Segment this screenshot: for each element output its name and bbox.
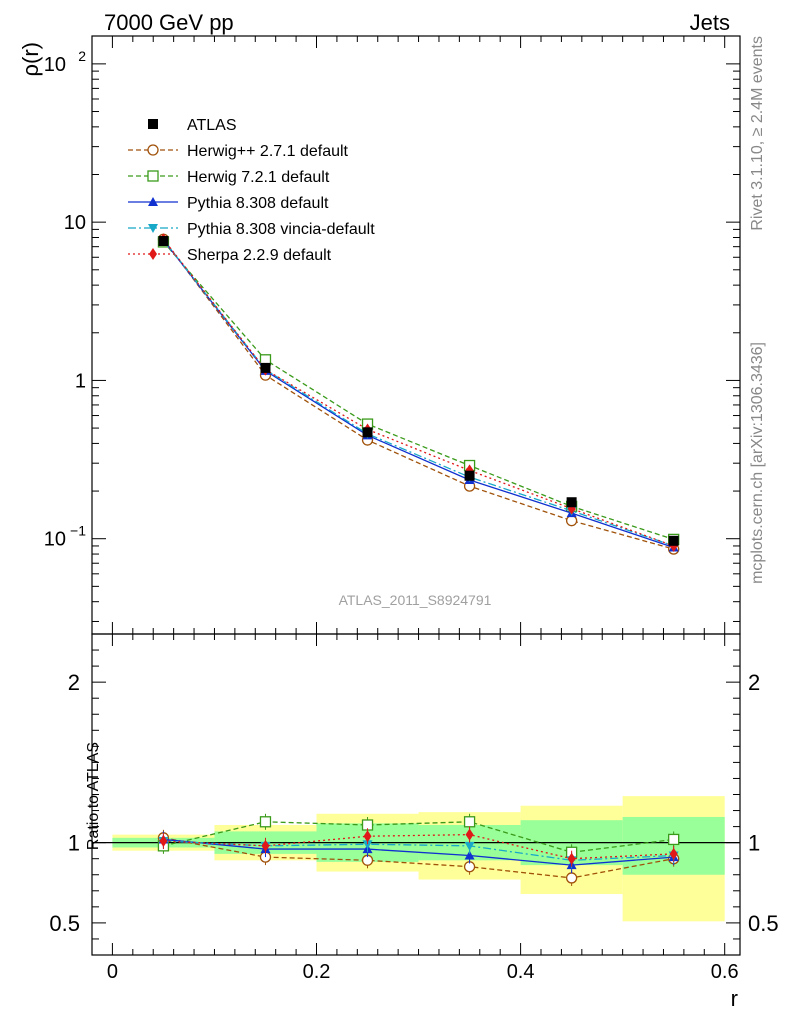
x-tick-label-2: 0.4: [507, 961, 535, 983]
mcplots-label: mcplots.cern.ch [arXiv:1306.3436]: [749, 342, 766, 584]
ratio-point-s0-4: [565, 872, 578, 884]
legend-label-1: Herwig++ 2.7.1 default: [187, 143, 349, 160]
ratio-y-tick-label-left-2: 2: [68, 670, 80, 695]
legend-label-3: Pythia 8.308 default: [187, 195, 329, 212]
ratio-line-series-4: [163, 833, 674, 860]
ratio-point-s4-1: [261, 839, 270, 852]
ratio-point-s3-3: [464, 841, 475, 851]
header-right-label: Jets: [690, 10, 730, 35]
main-y-axis-label: ρ(r): [18, 42, 43, 77]
legend-marker-2: [147, 170, 159, 182]
ratio-series-group: [157, 813, 680, 886]
ratio-line-series-1: [163, 821, 674, 853]
legend-marker-4: [148, 224, 158, 233]
main-line-series-4: [162, 238, 674, 547]
atlas-point-0: [158, 236, 169, 247]
main-series-group: [157, 233, 680, 555]
x-axis-label: r: [731, 986, 738, 1011]
main-y-tick-label-2: 10: [64, 212, 86, 234]
ratio-point-s4-4: [567, 852, 576, 865]
ratio-uncertainty-bands: [112, 796, 725, 922]
ratio-y-tick-label-left-1: 1: [68, 831, 80, 856]
analysis-watermark: ATLAS_2011_S8924791: [339, 592, 492, 608]
main-line-series-1: [162, 241, 674, 541]
ratio-y-axis-label: Ratio to ATLAS: [85, 742, 102, 850]
legend: ATLAS Herwig++ 2.7.1 default Herwig 7.2.1 …: [128, 117, 375, 264]
legend-label-0: ATLAS: [187, 117, 237, 134]
ratio-point-s4-5: [669, 847, 678, 860]
ratio-point-s2-3: [464, 850, 475, 860]
main-line-series-0: [162, 238, 674, 550]
ratio-y-tick-label-left-0: 0.5: [49, 911, 80, 936]
legend-label-2: Herwig 7.2.1 default: [187, 169, 330, 186]
atlas-point-5: [668, 535, 679, 546]
ratio-y-tick-label-right-0: 0.5: [748, 911, 779, 936]
ratio-point-s4-3: [465, 828, 474, 841]
main-y-tick-label-1: 1: [75, 370, 86, 392]
ratio-point-s3-2: [362, 840, 373, 850]
main-point-s0-4: [565, 515, 578, 527]
legend-marker-5: [149, 248, 157, 260]
main-line-series-2: [162, 239, 674, 549]
atlas-point-3: [464, 470, 475, 481]
ratio-point-s1-1: [259, 816, 272, 828]
ratio-point-s1-3: [463, 816, 476, 828]
main-y-tick-exp-0: −1: [70, 523, 86, 539]
main-y-tick-exp-3: 2: [78, 48, 86, 64]
x-tick-label-3: 0.6: [711, 961, 739, 983]
legend-label-5: Sherpa 2.2.9 default: [187, 247, 332, 264]
header-left-label: 7000 GeV pp: [104, 10, 234, 35]
ratio-y-tick-label-right-2: 2: [748, 670, 760, 695]
x-tick-label-0: 0: [107, 961, 118, 983]
ratio-y-tick-label-right-1: 1: [748, 831, 760, 856]
legend-label-4: Pythia 8.308 vincia-default: [187, 221, 375, 238]
x-tick-label-1: 0.2: [303, 961, 331, 983]
legend-marker-3: [148, 197, 158, 206]
atlas-point-4: [566, 497, 577, 508]
ratio-line-series-0: [163, 837, 674, 879]
rivet-version-label: Rivet 3.1.10, ≥ 2.4M events: [749, 36, 766, 231]
ratio-line-series-2: [163, 838, 674, 866]
legend-marker-1: [147, 144, 159, 156]
main-line-series-3: [162, 239, 674, 547]
main-y-tick-label-0: 10: [44, 529, 66, 551]
ratio-point-s4-2: [363, 830, 372, 843]
atlas-point-1: [260, 362, 271, 373]
ratio-point-s4-0: [159, 835, 168, 848]
atlas-point-2: [362, 427, 373, 438]
main-y-tick-label-3: 10: [44, 54, 66, 76]
ratio-point-s1-5: [668, 833, 680, 846]
legend-marker-0: [148, 119, 158, 129]
